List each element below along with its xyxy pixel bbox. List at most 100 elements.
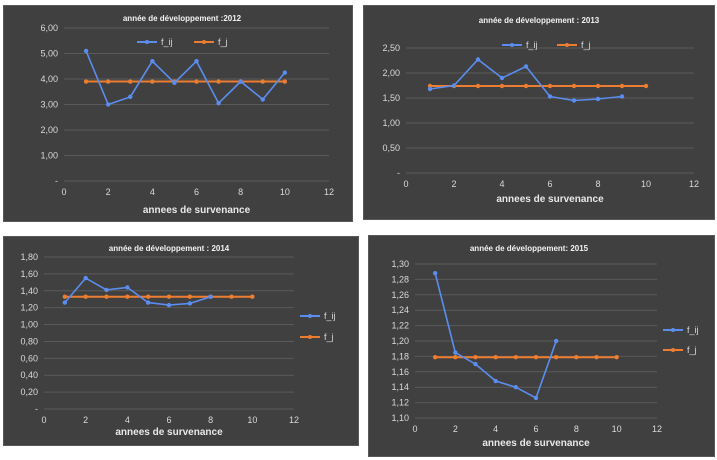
chart-title: année de développement : 2013 xyxy=(479,16,600,25)
x-tick-label: 6 xyxy=(166,415,171,425)
legend-marker-0 xyxy=(145,40,149,44)
y-tick-label: 1,14 xyxy=(391,382,409,392)
x-tick-label: 6 xyxy=(547,179,552,189)
y-tick-label: 0,80 xyxy=(20,336,38,346)
data-point-f_ij xyxy=(104,287,109,293)
x-tick-label: 4 xyxy=(125,415,130,425)
data-point-f_ij xyxy=(595,96,601,102)
legend-label-1: f_j xyxy=(581,40,591,50)
y-tick-label: 1,50 xyxy=(382,93,400,103)
chart-svg-2015: année de développement: 2015 1,10 1,12 1,14… xyxy=(391,244,698,449)
chart-svg-2013: année de développement : 2013 - 0,50 1,00 1,… xyxy=(382,16,699,205)
legend-label-1: f_j xyxy=(324,332,334,342)
chart-panel-2014: année de développement : 2014 - 0,20 0,40 0,… xyxy=(3,236,359,446)
data-point-f_j xyxy=(229,294,234,299)
y-tick-label: - xyxy=(55,176,58,186)
data-point-f_ij xyxy=(216,101,221,106)
y-tick-label: 1,24 xyxy=(391,305,409,315)
x-tick-label: 12 xyxy=(689,179,699,189)
x-tick-label: 12 xyxy=(652,424,662,434)
data-point-f_j xyxy=(614,354,619,360)
legend-label-0: f_ij xyxy=(324,311,336,321)
data-point-f_j xyxy=(62,294,68,299)
data-point-f_ij xyxy=(432,271,438,276)
data-point-f_j xyxy=(571,83,577,89)
y-tick-label: 0,50 xyxy=(382,143,400,153)
legend-marker-1 xyxy=(308,335,312,339)
data-point-f_ij xyxy=(238,79,243,84)
y-tick-label: 1,60 xyxy=(20,269,38,279)
x-tick-label: 2 xyxy=(106,187,111,197)
data-point-f_j xyxy=(83,79,89,84)
y-tick-label: 1,16 xyxy=(391,367,409,377)
legend-label-1: f_j xyxy=(687,345,697,355)
data-point-f_j xyxy=(523,83,529,89)
y-tick-label: 0,60 xyxy=(20,353,38,363)
legend-marker-1 xyxy=(202,40,206,44)
data-point-f_ij xyxy=(150,58,155,64)
x-tick-label: 4 xyxy=(499,179,504,189)
x-axis-label: annees de survenance xyxy=(482,438,590,449)
x-tick-label: 10 xyxy=(280,187,290,197)
data-point-f_j xyxy=(250,294,255,299)
legend-marker-0 xyxy=(308,314,312,318)
data-point-f_ij xyxy=(105,102,111,107)
y-tick-label: 2,00 xyxy=(382,68,400,78)
data-point-f_j xyxy=(104,294,109,299)
data-point-f_ij xyxy=(208,294,213,299)
chart-title: année de développement: 2015 xyxy=(470,244,589,253)
data-point-f_j xyxy=(187,294,193,299)
y-tick-label: 2,00 xyxy=(40,125,58,135)
data-point-f_j xyxy=(216,79,221,84)
y-tick-label: 5,00 xyxy=(40,49,58,59)
chart-title: année de développement :2012 xyxy=(123,14,242,23)
data-point-f_ij xyxy=(453,350,458,355)
x-tick-label: 8 xyxy=(208,415,213,425)
data-point-f_j xyxy=(533,354,539,360)
x-axis-label: annees de survenance xyxy=(115,427,223,438)
chart-title: année de développement : 2014 xyxy=(109,244,230,253)
x-tick-label: 0 xyxy=(412,424,417,434)
data-point-f_j xyxy=(166,294,172,299)
x-tick-label: 0 xyxy=(403,179,408,189)
x-tick-label: 8 xyxy=(238,187,243,197)
chart-panel-2013: année de développement : 2013 - 0,50 1,00 1,… xyxy=(363,5,715,220)
data-point-f_j xyxy=(553,354,559,360)
y-tick-label: 0,20 xyxy=(20,387,38,397)
y-tick-label: 1,00 xyxy=(40,151,58,161)
chart-panel-2015: année de développement: 2015 1,10 1,12 1,14… xyxy=(368,235,715,457)
x-axis-label: annees de survenance xyxy=(496,194,604,205)
y-tick-label: 6,00 xyxy=(40,23,58,33)
data-point-f_ij xyxy=(523,64,529,69)
data-point-f_ij xyxy=(513,385,519,390)
x-tick-label: 0 xyxy=(41,415,46,425)
legend-label-1: f_j xyxy=(218,37,228,47)
data-point-f_j xyxy=(574,354,579,360)
data-point-f_ij xyxy=(451,83,457,88)
data-point-f_ij xyxy=(166,302,172,308)
x-tick-label: 2 xyxy=(83,415,88,425)
data-point-f_j xyxy=(128,79,133,84)
data-point-f_ij xyxy=(427,86,433,92)
data-point-f_ij xyxy=(547,94,553,99)
legend-marker-0 xyxy=(671,328,675,332)
legend-marker-1 xyxy=(565,43,569,47)
x-tick-label: 6 xyxy=(533,424,538,434)
legend-label-0: f_ij xyxy=(161,37,173,47)
data-point-f_j xyxy=(105,79,111,84)
data-point-f_ij xyxy=(493,378,498,384)
x-tick-label: 10 xyxy=(641,179,651,189)
data-point-f_j xyxy=(619,83,625,89)
data-point-f_j xyxy=(83,294,88,299)
x-tick-label: 12 xyxy=(289,415,299,425)
x-tick-label: 8 xyxy=(574,424,579,434)
y-tick-label: 1,28 xyxy=(391,274,409,284)
x-tick-label: 2 xyxy=(453,424,458,434)
x-tick-label: 12 xyxy=(324,187,334,197)
legend-label-0: f_ij xyxy=(526,40,538,50)
y-tick-label: 1,10 xyxy=(391,413,409,423)
y-tick-label: 1,80 xyxy=(20,252,38,262)
data-point-f_j xyxy=(282,79,288,84)
data-point-f_ij xyxy=(475,57,481,62)
data-point-f_ij xyxy=(83,275,88,281)
